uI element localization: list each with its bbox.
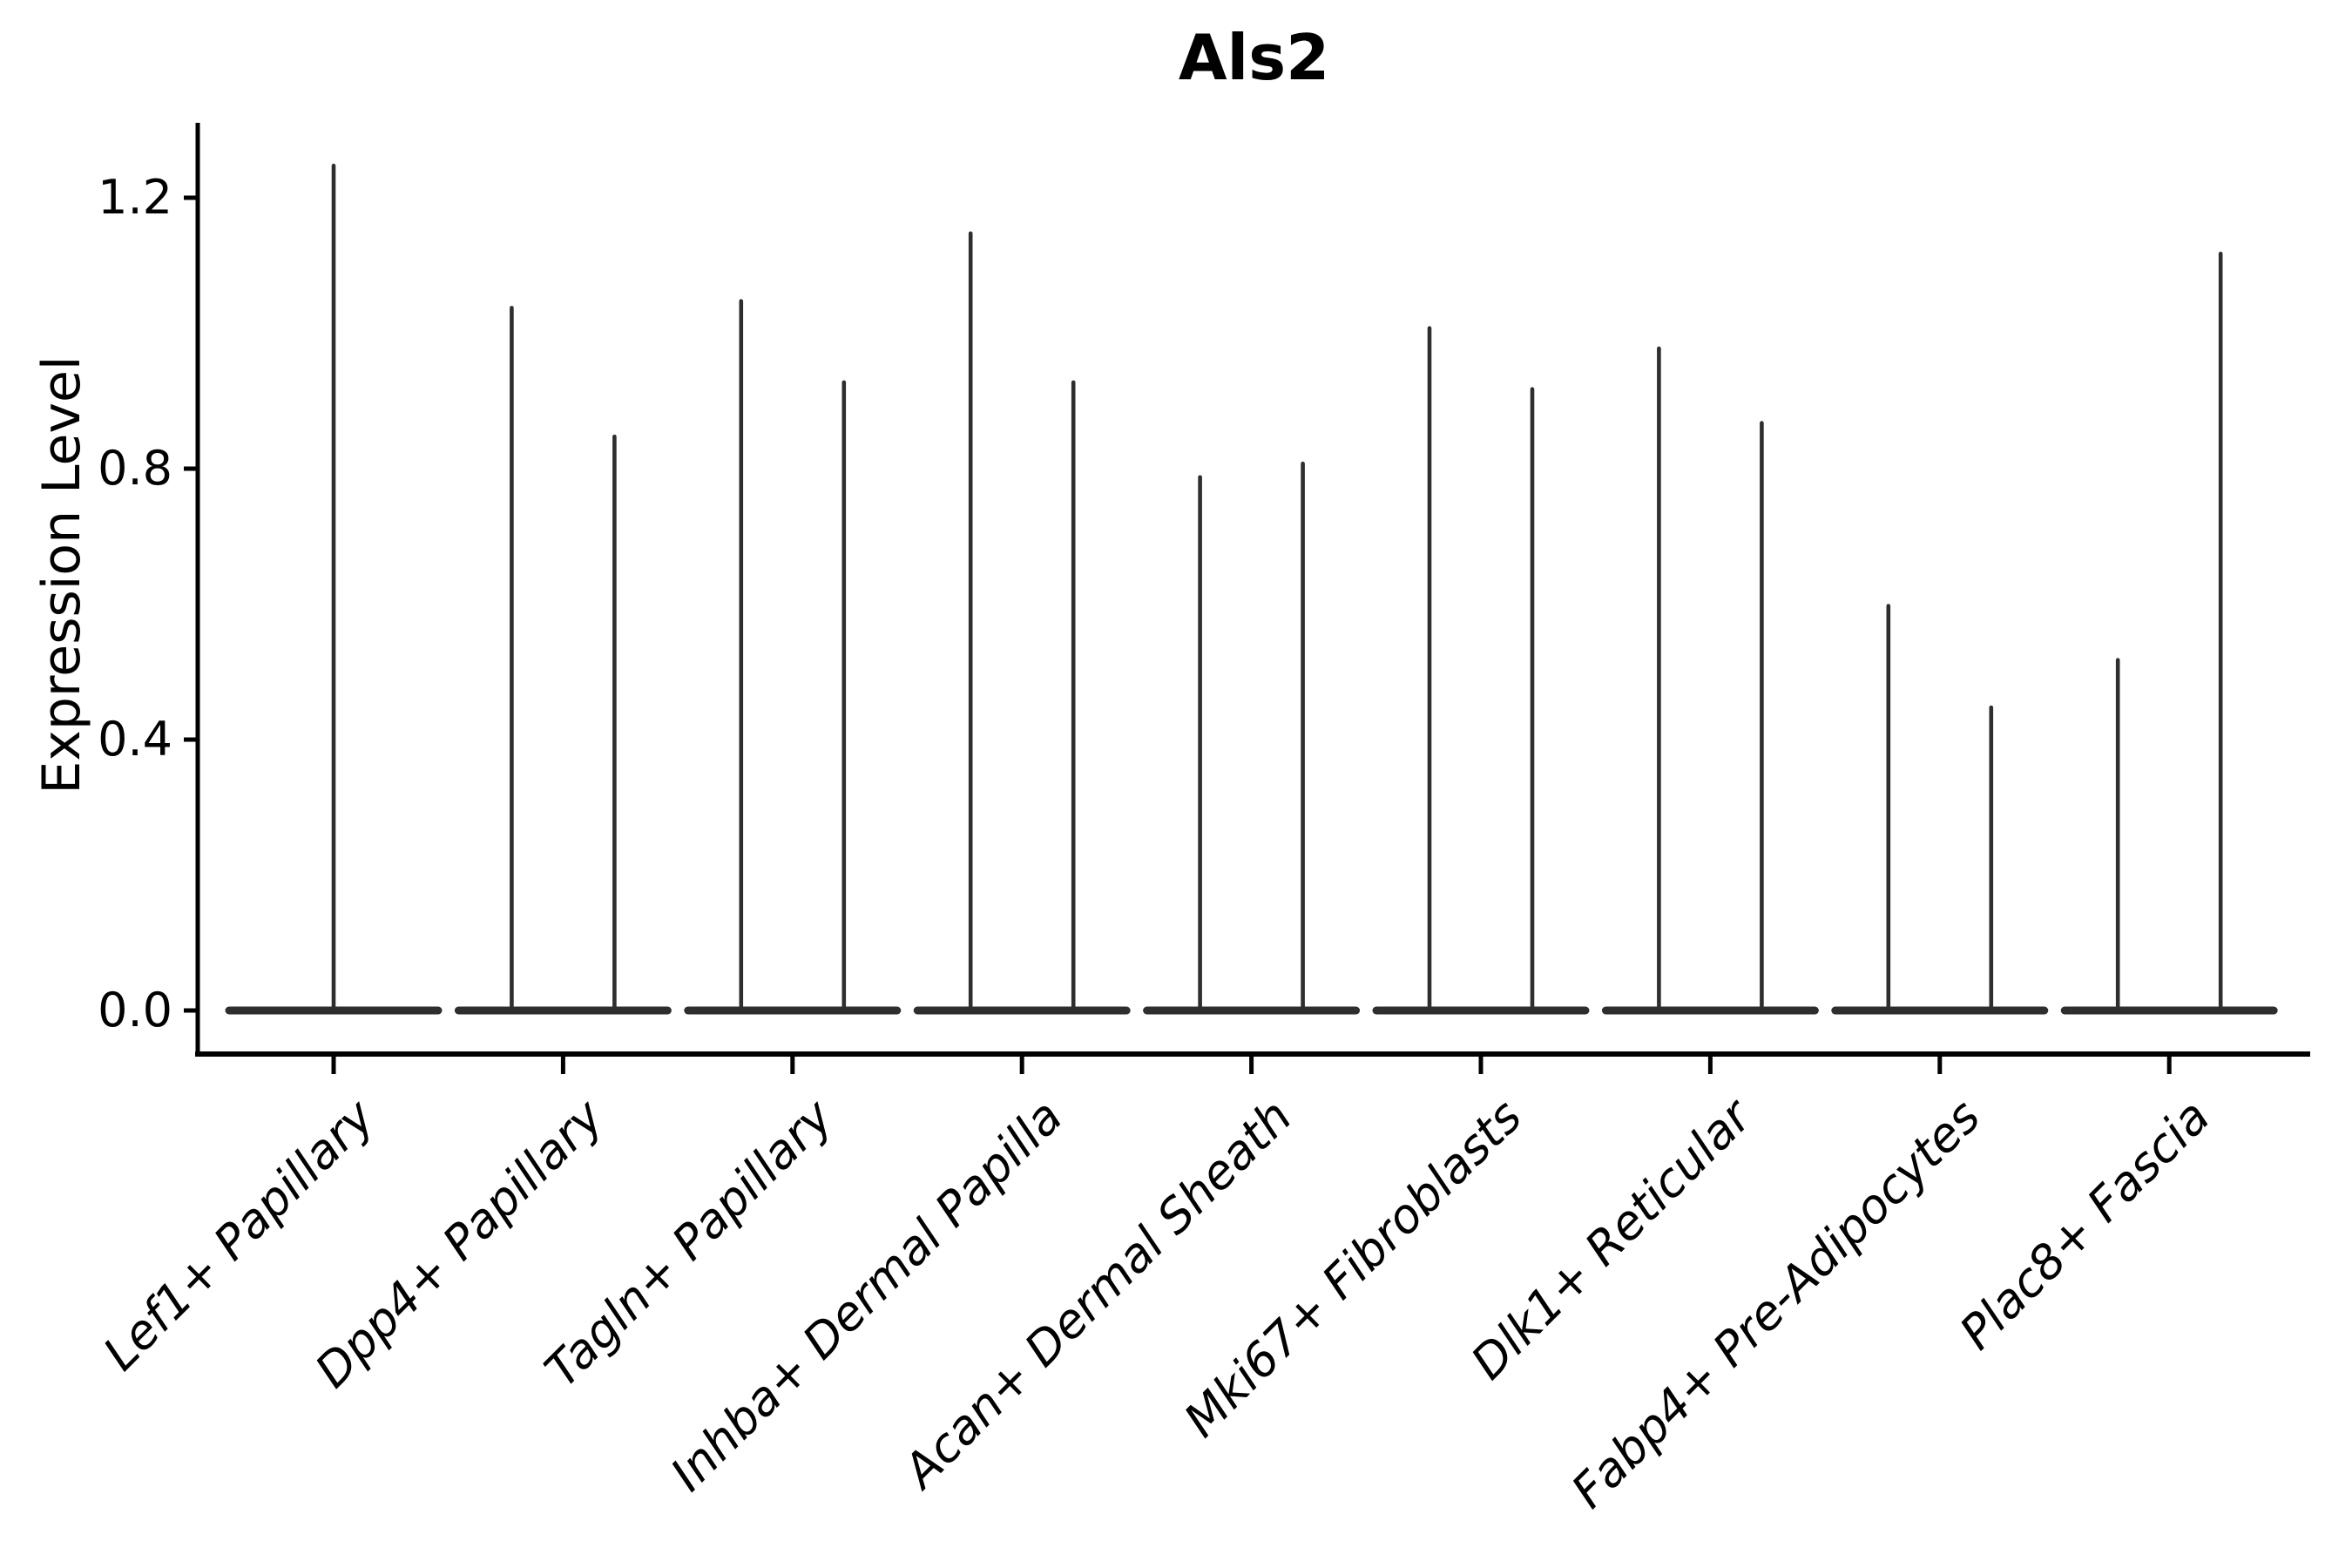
y-tick-label: 1.2	[98, 170, 172, 225]
y-tick-label: 0.4	[98, 712, 172, 767]
plot-title: Als2	[1178, 21, 1330, 94]
y-tick-label: 0.8	[98, 441, 172, 496]
y-tick-label: 0.0	[98, 983, 172, 1037]
